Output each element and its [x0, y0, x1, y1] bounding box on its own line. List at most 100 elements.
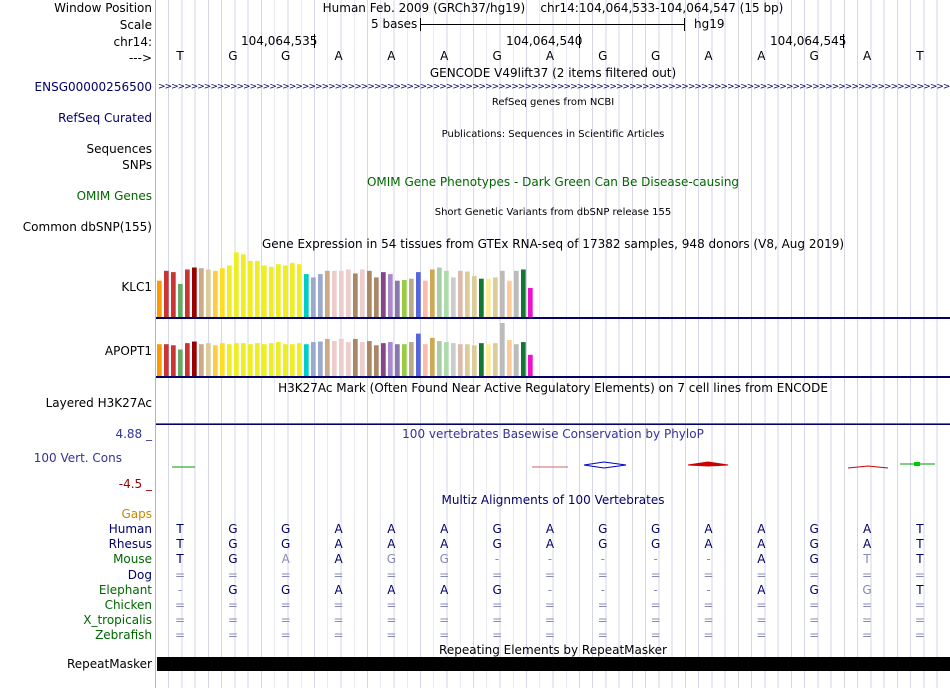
gtex-bar[interactable] [332, 341, 337, 376]
gtex-bar[interactable] [304, 344, 309, 376]
gtex-bar[interactable] [185, 343, 190, 376]
gtex-bar[interactable] [227, 265, 232, 317]
gtex-bar[interactable] [402, 344, 407, 376]
gtex-bar[interactable] [171, 345, 176, 376]
gtex-bar[interactable] [325, 338, 330, 376]
omim-title[interactable]: OMIM Gene Phenotypes - Dark Green Can Be… [366, 175, 740, 189]
gtex-bar[interactable] [437, 267, 442, 318]
gtex-bar[interactable] [346, 269, 351, 317]
gtex-bar[interactable] [164, 270, 169, 317]
gtex-bar[interactable] [171, 272, 176, 317]
gtex-bar[interactable] [360, 342, 365, 376]
gtex-bar[interactable] [514, 270, 519, 317]
gtex-bar[interactable] [318, 274, 323, 317]
publications-label-line2[interactable]: SNPs [122, 158, 152, 172]
gtex-bar[interactable] [220, 268, 225, 317]
gtex-bar[interactable] [192, 341, 197, 376]
gtex-bar[interactable] [276, 342, 281, 376]
gtex-bar[interactable] [283, 344, 288, 376]
alignment-species-label[interactable]: Mouse [113, 552, 152, 566]
gtex-bar[interactable] [465, 271, 470, 317]
gtex-bar[interactable] [227, 344, 232, 376]
gtex-bar[interactable] [374, 345, 379, 376]
gtex-bar[interactable] [178, 349, 183, 377]
alignment-species-label[interactable]: Rhesus [108, 537, 152, 551]
gtex-bar[interactable] [339, 338, 344, 376]
gtex-bar[interactable] [451, 343, 456, 376]
gtex-bar[interactable] [304, 274, 309, 317]
alignment-species-label[interactable]: Human [108, 522, 152, 536]
gtex-gene-label-apopt1[interactable]: APOPT1 [104, 344, 152, 358]
gtex-bar[interactable] [381, 272, 386, 317]
gtex-bar[interactable] [360, 269, 365, 317]
gtex-bar[interactable] [213, 345, 218, 376]
gtex-bar[interactable] [185, 269, 190, 317]
gtex-bar[interactable] [465, 344, 470, 376]
gtex-bar[interactable] [248, 344, 253, 376]
gtex-bar[interactable] [395, 344, 400, 376]
gtex-bar[interactable] [493, 277, 498, 317]
gtex-bar[interactable] [374, 277, 379, 317]
gtex-bar[interactable] [423, 280, 428, 317]
gtex-bar[interactable] [430, 337, 435, 376]
gtex-bar[interactable] [458, 270, 463, 317]
gtex-bar[interactable] [409, 342, 414, 376]
gtex-bar[interactable] [269, 266, 274, 317]
gtex-bar[interactable] [479, 343, 484, 376]
publications-title[interactable]: Publications: Sequences in Scientific Ar… [441, 129, 665, 140]
gtex-title[interactable]: Gene Expression in 54 tissues from GTEx … [261, 237, 845, 251]
refseq-title[interactable]: RefSeq genes from NCBI [491, 97, 615, 108]
repeatmasker-feature[interactable] [157, 657, 950, 671]
gtex-bar[interactable] [409, 278, 414, 317]
gtex-bar[interactable] [472, 276, 477, 317]
gtex-bar[interactable] [507, 280, 512, 317]
gtex-bar[interactable] [451, 277, 456, 317]
gtex-bar[interactable] [248, 260, 253, 317]
gtex-bar[interactable] [199, 344, 204, 376]
gtex-bar[interactable] [241, 343, 246, 376]
gtex-bar[interactable] [500, 323, 505, 376]
multiz-title[interactable]: Multiz Alignments of 100 Vertebrates [441, 493, 665, 507]
gtex-bar[interactable] [430, 269, 435, 317]
gtex-bar[interactable] [311, 342, 316, 376]
gtex-bar[interactable] [255, 260, 260, 317]
gencode-title[interactable]: GENCODE V49lift37 (2 items filtered out) [429, 66, 677, 80]
gtex-bar[interactable] [206, 343, 211, 376]
gtex-bar[interactable] [388, 342, 393, 376]
gtex-bar[interactable] [220, 343, 225, 376]
gtex-bar[interactable] [255, 343, 260, 376]
multiz-gaps-label[interactable]: Gaps [121, 507, 152, 521]
alignment-species-label[interactable]: X_tropicalis [83, 613, 152, 627]
gtex-bar[interactable] [381, 343, 386, 376]
gtex-bar[interactable] [528, 354, 533, 376]
gtex-bar[interactable] [157, 280, 162, 317]
gtex-bar[interactable] [332, 270, 337, 317]
gtex-bar[interactable] [493, 343, 498, 376]
gtex-bar[interactable] [437, 341, 442, 376]
gtex-bar[interactable] [367, 341, 372, 376]
gtex-bar[interactable] [353, 338, 358, 376]
alignment-species-label[interactable]: Dog [127, 568, 152, 582]
dbsnp-label[interactable]: Common dbSNP(155) [22, 220, 152, 234]
gtex-bar[interactable] [262, 265, 267, 317]
gtex-bar[interactable] [353, 273, 358, 317]
alignment-species-label[interactable]: Zebrafish [95, 628, 152, 642]
omim-label[interactable]: OMIM Genes [76, 189, 152, 203]
dbsnp-title[interactable]: Short Genetic Variants from dbSNP releas… [434, 207, 672, 218]
h3k27ac-label[interactable]: Layered H3K27Ac [45, 396, 152, 410]
gtex-bar[interactable] [416, 333, 421, 376]
gtex-bar[interactable] [444, 342, 449, 376]
phylop-label[interactable]: 100 Vert. Cons [33, 451, 122, 465]
gtex-bar[interactable] [339, 270, 344, 317]
gtex-bar[interactable] [213, 270, 218, 317]
gtex-bar[interactable] [367, 270, 372, 317]
gtex-bar[interactable] [164, 344, 169, 376]
gtex-bar[interactable] [318, 341, 323, 376]
gtex-bar[interactable] [402, 280, 407, 317]
gtex-bar[interactable] [472, 345, 477, 376]
gtex-bar[interactable] [269, 343, 274, 376]
gtex-bar[interactable] [192, 267, 197, 318]
gtex-bar[interactable] [416, 272, 421, 317]
gencode-gene-label[interactable]: ENSG00000256500 [34, 80, 152, 94]
gtex-bar[interactable] [206, 269, 211, 317]
